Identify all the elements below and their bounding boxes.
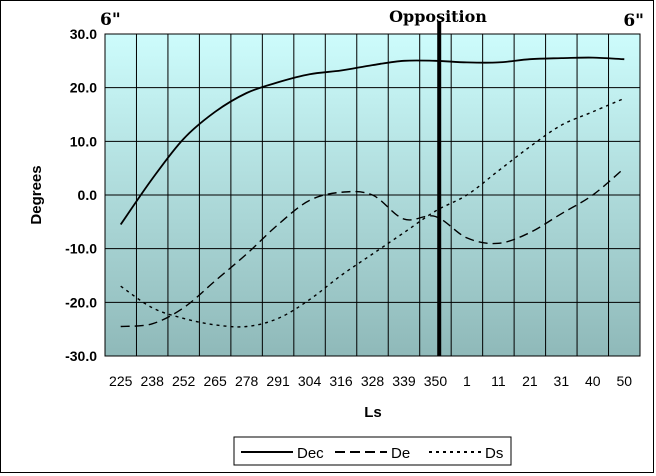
series-line-ds [120,97,625,328]
legend-label-dec: Dec [297,445,324,462]
y-tick-label: -10.0 [65,241,97,257]
series-lines [119,56,625,328]
x-tick-label: 1 [463,373,471,389]
y-tick-label: 0.0 [78,187,98,203]
legend-label-ds: Ds [485,445,503,462]
series-line-dec [119,56,625,226]
y-axis-label: Degrees [28,165,45,224]
x-tick-label: 21 [522,373,538,389]
x-axis-label: Ls [364,404,382,421]
legend-label-de: De [391,445,410,462]
y-tick-label: 10.0 [70,133,97,149]
y-tick-label: -30.0 [65,348,97,364]
x-tick-label: 50 [616,373,632,389]
x-tick-label: 304 [298,373,322,389]
y-tick-label: 30.0 [70,26,97,42]
x-tick-label: 339 [392,373,416,389]
x-tick-label: 316 [329,373,353,389]
y-tick-label: -20.0 [65,294,97,310]
x-tick-label: 278 [235,373,259,389]
x-tick-label: 350 [424,373,448,389]
x-tick-label: 225 [109,373,133,389]
x-tick-label: 328 [361,373,385,389]
y-tick-labels: 30.0 20.0 10.0 0.0 -10.0 -20.0 -30.0 [65,26,97,364]
x-tick-label: 265 [203,373,227,389]
x-tick-labels: 225 238 252 265 278 291 304 316 328 339 350 1 11 21 31… [109,373,632,389]
annotation-right-size: 6" [623,11,644,31]
annotation-opposition: Opposition [389,7,487,26]
x-tick-label: 238 [141,373,165,389]
x-tick-label: 31 [554,373,570,389]
annotation-left-size: 6" [100,10,121,30]
legend: Dec De Ds [233,436,512,466]
x-tick-label: 11 [491,373,506,389]
x-tick-label: 252 [172,373,196,389]
x-tick-label: 291 [266,373,290,389]
y-tick-label: 20.0 [70,80,97,96]
series-line-de [120,167,625,328]
x-tick-label: 40 [585,373,601,389]
